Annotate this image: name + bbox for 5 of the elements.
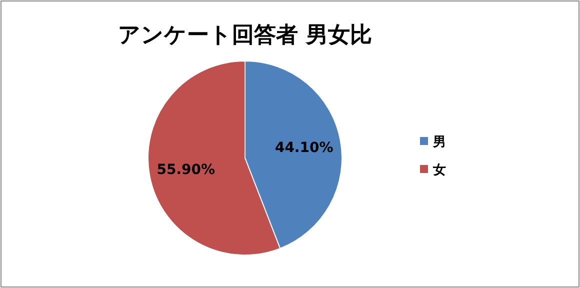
legend-label: 女 bbox=[432, 163, 446, 178]
chart-title: アンケート回答者 男女比 bbox=[118, 23, 372, 48]
data-label: 44.10% bbox=[274, 140, 334, 156]
data-label: 55.90% bbox=[156, 162, 216, 178]
legend-label: 男 bbox=[432, 135, 446, 150]
